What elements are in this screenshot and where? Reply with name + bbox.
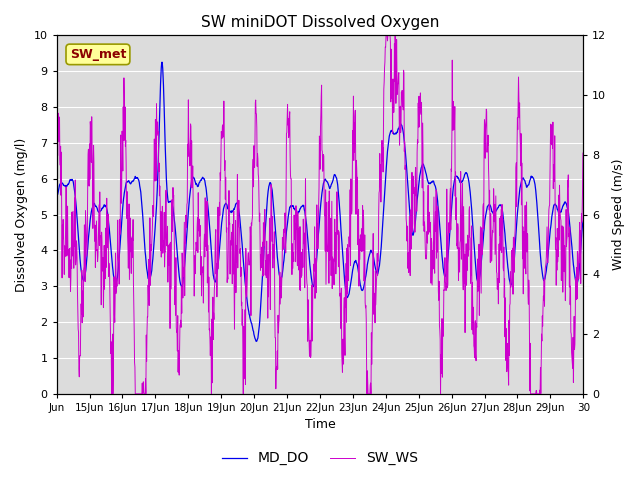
Line: SW_WS: SW_WS (56, 36, 583, 394)
Legend: MD_DO, SW_WS: MD_DO, SW_WS (216, 445, 424, 471)
Y-axis label: Dissolved Oxygen (mg/l): Dissolved Oxygen (mg/l) (15, 137, 28, 292)
Title: SW miniDOT Dissolved Oxygen: SW miniDOT Dissolved Oxygen (201, 15, 439, 30)
Y-axis label: Wind Speed (m/s): Wind Speed (m/s) (612, 159, 625, 270)
X-axis label: Time: Time (305, 419, 335, 432)
Line: MD_DO: MD_DO (56, 62, 583, 341)
Text: SW_met: SW_met (70, 48, 126, 61)
